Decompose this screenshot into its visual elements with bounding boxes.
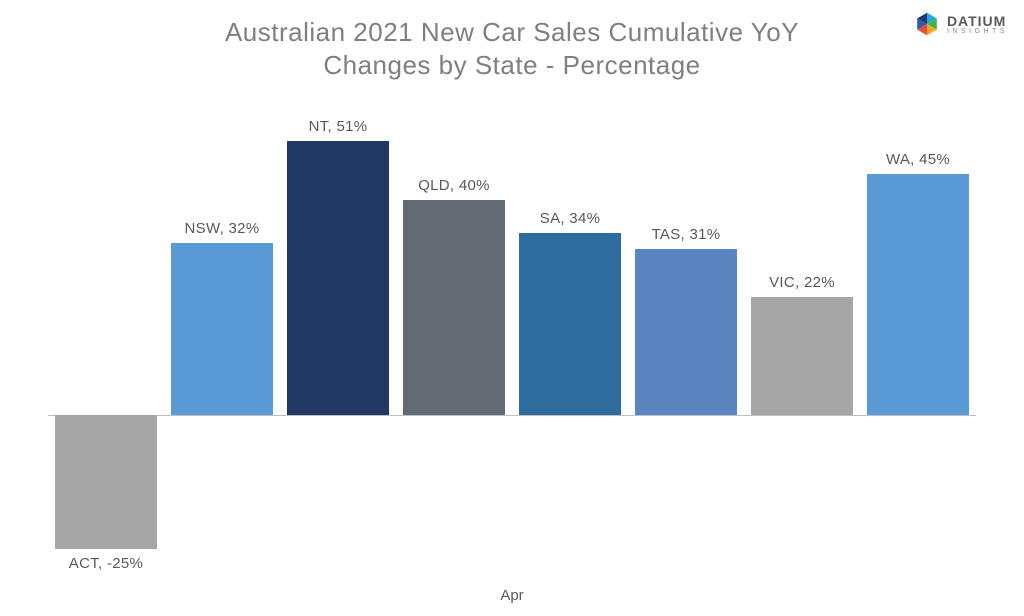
bar-qld — [403, 200, 505, 415]
x-axis-label: Apr — [0, 587, 1024, 604]
bar-label-qld: QLD, 40% — [396, 177, 512, 194]
bar-slot-tas: TAS, 31% — [628, 120, 744, 576]
bar-label-tas: TAS, 31% — [628, 226, 744, 243]
bar-label-sa: SA, 34% — [512, 210, 628, 227]
bar-label-wa: WA, 45% — [860, 151, 976, 168]
bar-slot-act: ACT, -25% — [48, 120, 164, 576]
logo-sub-text: INSIGHTS — [947, 28, 1008, 35]
brand-logo: DATIUM INSIGHTS — [913, 10, 1008, 38]
title-line-2: Changes by State - Percentage — [323, 50, 700, 80]
bars-container: ACT, -25% NSW, 32% NT, 51% QLD, 40%SA, 34%T… — [48, 120, 976, 576]
bar-nsw — [171, 243, 273, 415]
title-line-1: Australian 2021 New Car Sales Cumulative… — [225, 17, 799, 47]
bar-vic — [751, 297, 853, 415]
bar-slot-qld: QLD, 40% — [396, 120, 512, 576]
bar-tas — [635, 249, 737, 415]
chart-title: Australian 2021 New Car Sales Cumulative… — [0, 16, 1024, 81]
bar-label-act: ACT, -25% — [48, 555, 164, 572]
bar-act — [55, 415, 157, 549]
bar-chart: ACT, -25% NSW, 32% NT, 51% QLD, 40%SA, 34%T… — [48, 120, 976, 576]
bar-label-vic: VIC, 22% — [744, 274, 860, 291]
bar-slot-vic: VIC, 22% — [744, 120, 860, 576]
bar-wa — [867, 174, 969, 415]
logo-icon — [913, 10, 941, 38]
bar-nt — [287, 141, 389, 415]
bar-slot-wa: WA, 45% — [860, 120, 976, 576]
bar-label-nt: NT, 51% — [280, 118, 396, 135]
bar-slot-nt: NT, 51% — [280, 120, 396, 576]
bar-slot-nsw: NSW, 32% — [164, 120, 280, 576]
logo-main-text: DATIUM — [947, 14, 1008, 28]
bar-slot-sa: SA, 34% — [512, 120, 628, 576]
bar-sa — [519, 233, 621, 415]
bar-label-nsw: NSW, 32% — [164, 220, 280, 237]
